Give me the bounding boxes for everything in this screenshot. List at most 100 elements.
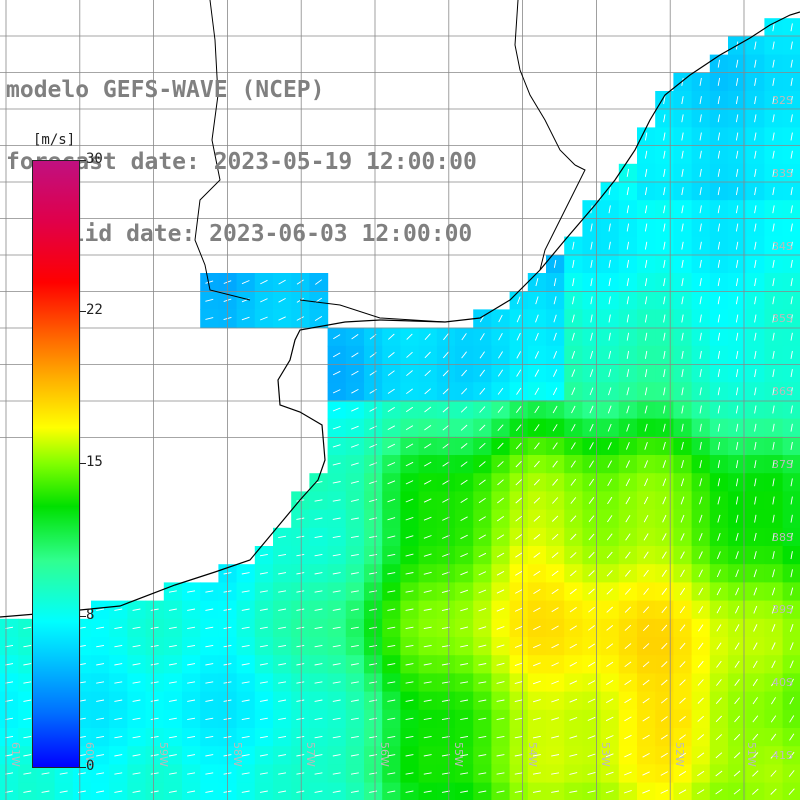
wind-arrow [716, 587, 722, 596]
wind-arrow [587, 680, 596, 685]
colorbar-unit: [m/s] [33, 132, 76, 148]
wind-arrow [754, 496, 757, 505]
wind-arrow [663, 350, 666, 359]
wind-arrow [733, 752, 741, 759]
wind-arrow [715, 770, 723, 777]
wind-arrow [699, 223, 702, 232]
wind-arrow [753, 605, 758, 614]
wind-arrow [296, 681, 305, 684]
wind-arrow [533, 607, 541, 612]
wind-arrow [553, 332, 557, 341]
wind-arrow [660, 716, 668, 722]
wind-arrow [716, 605, 722, 614]
wind-arrow [642, 734, 650, 740]
wind-arrow [260, 279, 268, 285]
wind-arrow [752, 770, 759, 777]
wind-arrow [754, 241, 757, 250]
wind-arrow [717, 423, 721, 432]
wind-arrow [551, 662, 559, 667]
wind-arrow [168, 772, 177, 775]
wind-arrow [681, 314, 684, 323]
wind-arrow [41, 772, 50, 775]
wind-arrow [624, 624, 632, 631]
wind-arrow [515, 570, 523, 576]
wind-arrow [241, 280, 250, 285]
wind-arrow [514, 607, 523, 612]
wind-arrow [625, 533, 631, 541]
wind-arrow [624, 716, 632, 722]
wind-arrow [406, 351, 413, 358]
river-outline [194, 0, 251, 301]
wind-arrow [735, 278, 739, 287]
wind-arrow [387, 735, 396, 739]
wind-arrow [772, 241, 775, 250]
wind-arrow [423, 772, 432, 775]
wind-arrow [332, 754, 341, 757]
wind-arrow [96, 754, 105, 757]
wind-arrow [570, 460, 576, 468]
wind-arrow [717, 96, 721, 105]
lon-label: 57W [304, 742, 317, 767]
wind-arrow [405, 644, 414, 648]
wind-arrow [498, 351, 503, 359]
wind-arrow [515, 515, 523, 522]
wind-arrow [59, 790, 68, 793]
wind-arrow [717, 77, 721, 86]
wind-arrow [644, 478, 649, 487]
wind-arrow [605, 790, 614, 794]
wind-arrow [717, 314, 721, 323]
wind-arrow [423, 571, 432, 575]
wind-arrow [479, 351, 485, 359]
wind-arrow [350, 572, 359, 575]
wind-arrow [626, 278, 630, 287]
wind-arrow [351, 352, 359, 358]
wind-arrow [552, 405, 558, 414]
wind-arrow [698, 587, 704, 596]
wind-arrow [314, 590, 323, 593]
wind-arrow [405, 735, 414, 739]
wind-arrow [150, 681, 159, 684]
wind-arrow [532, 680, 541, 685]
wind-arrow [551, 772, 560, 775]
wind-arrow [624, 588, 631, 595]
colorbar [32, 160, 80, 768]
wind-arrow [314, 754, 323, 757]
wind-arrow [699, 423, 702, 432]
wind-arrow [369, 498, 378, 503]
wind-arrow [168, 626, 177, 630]
wind-arrow [498, 332, 503, 341]
wind-arrow [569, 625, 577, 631]
wind-arrow [532, 772, 541, 775]
colorbar-tick-15: 15 [86, 454, 103, 470]
wind-arrow [514, 772, 523, 775]
wind-arrow [607, 460, 612, 468]
wind-arrow [187, 608, 196, 611]
wind-arrow [571, 314, 575, 323]
wind-arrow [754, 187, 757, 196]
wind-arrow [699, 441, 702, 450]
wind-arrow [625, 496, 631, 505]
wind-arrow [644, 332, 648, 341]
wind-arrow [405, 754, 414, 757]
wind-arrow [496, 589, 505, 594]
wind-arrow [533, 625, 541, 631]
wind-arrow [296, 644, 305, 648]
wind-arrow [369, 754, 378, 757]
wind-arrow [735, 168, 739, 177]
wind-arrow [734, 642, 740, 650]
wind-arrow [442, 498, 450, 503]
wind-arrow [644, 278, 648, 287]
wind-arrow [515, 406, 522, 413]
wind-arrow [717, 150, 721, 159]
wind-arrow [753, 587, 758, 596]
wind-arrow [698, 551, 703, 559]
wind-arrow [752, 733, 759, 741]
wind-arrow [514, 754, 523, 757]
wind-arrow [278, 590, 287, 593]
wind-arrow [533, 570, 541, 576]
wind-arrow [735, 460, 739, 469]
wind-arrow [442, 369, 450, 377]
wind-arrow [496, 662, 505, 666]
wind-arrow [771, 642, 776, 650]
wind-arrow [533, 515, 541, 522]
